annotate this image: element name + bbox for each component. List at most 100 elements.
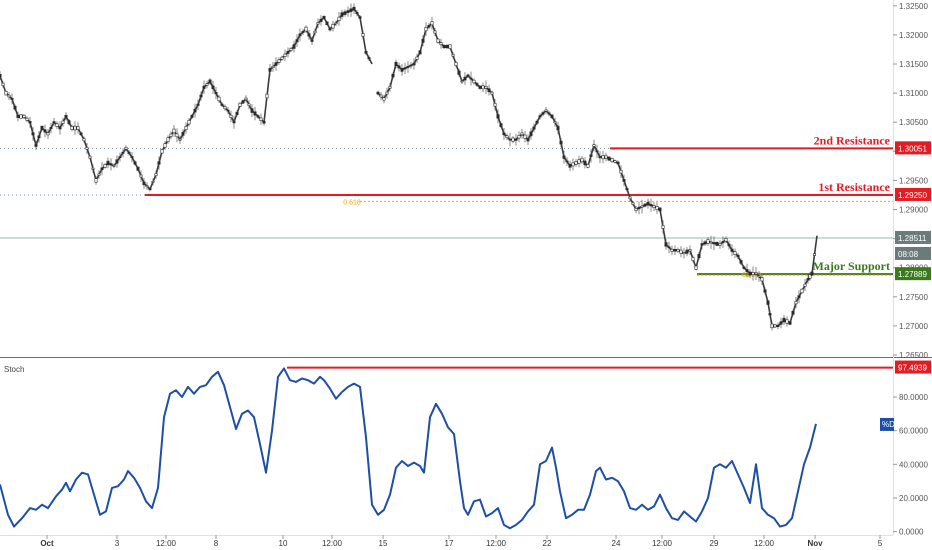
candle-body	[538, 115, 542, 118]
candle-body	[457, 70, 461, 75]
candle-body	[466, 74, 470, 77]
candle-body	[788, 321, 792, 325]
candle-body	[670, 248, 674, 252]
candle-body	[271, 65, 275, 68]
price-tick-label: 1.26500	[899, 351, 928, 360]
candle-body	[754, 272, 758, 275]
candle-body	[541, 112, 545, 115]
candle-body	[100, 167, 104, 170]
candle-body	[226, 109, 230, 112]
price-tick-label: 1.31000	[899, 89, 928, 98]
candle-body	[364, 51, 368, 54]
candle-body	[517, 135, 521, 139]
candle-body	[526, 137, 530, 142]
time-tick-label: Nov	[807, 539, 823, 548]
candle-body	[85, 147, 89, 150]
candle-body	[598, 156, 602, 159]
candle-body	[812, 253, 816, 256]
candle-body	[391, 73, 395, 78]
candle-body	[736, 254, 740, 258]
candle-body	[172, 128, 176, 134]
price-tick-label: 1.29000	[899, 206, 928, 215]
candle-body	[583, 160, 587, 166]
candle-body	[367, 57, 371, 60]
candle-body	[745, 269, 749, 273]
price-tick-label: 1.29500	[899, 176, 928, 185]
stoch-title: Stoch	[4, 365, 24, 374]
candle-body	[43, 129, 47, 133]
candle-body	[313, 30, 317, 34]
candle-body	[103, 164, 107, 168]
candle-body	[283, 53, 287, 57]
resistance-1-badge-text: 1.29250	[898, 191, 927, 200]
candle-body	[634, 208, 638, 211]
candle-body	[607, 156, 611, 161]
candle-body	[229, 114, 233, 118]
time-tick-label: 5	[878, 539, 883, 548]
candle-body	[316, 22, 320, 25]
candle-body	[448, 44, 452, 49]
candle-body	[553, 121, 557, 124]
candle-body	[193, 108, 197, 113]
candle-body	[202, 85, 206, 89]
candle-body	[739, 260, 743, 264]
candle-body	[130, 156, 134, 159]
candle-body	[322, 15, 326, 19]
candle-body	[768, 313, 772, 316]
resistance-1-badge-bg	[895, 187, 931, 201]
candle-body	[523, 134, 527, 139]
time-tick-label: 24	[612, 539, 621, 548]
candle-body	[148, 188, 152, 191]
candle-body	[782, 317, 786, 323]
price-axis-ticks: 1.32500 1.32000 1.31500 1.31000 1.30500 1.300…	[893, 2, 928, 360]
price-series	[0, 3, 818, 331]
price-tick-label: 1.27500	[899, 293, 928, 302]
candle-body	[445, 44, 449, 49]
candle-body	[397, 65, 401, 69]
candle-body	[424, 27, 428, 32]
resistance-2-label: 2nd Resistance	[814, 133, 891, 147]
candle-body	[49, 127, 53, 130]
candle-body	[169, 133, 173, 137]
candle-body	[613, 160, 617, 163]
candle-body	[106, 160, 110, 166]
candle-body	[493, 103, 497, 107]
candle-body	[439, 42, 443, 45]
candle-body	[502, 132, 506, 136]
candle-body	[154, 173, 158, 176]
candle-body	[751, 272, 755, 276]
candle-body	[82, 138, 86, 142]
candle-body	[676, 249, 680, 252]
support-badge-text: 1.27889	[898, 270, 927, 279]
candle-body	[238, 102, 242, 107]
candle-body	[97, 173, 101, 176]
candle-body	[76, 126, 80, 130]
candle-body	[682, 252, 686, 255]
candle-body	[649, 204, 653, 207]
candle-body	[520, 132, 524, 136]
candle-body	[797, 295, 801, 299]
candle-body	[803, 283, 807, 287]
candle-body	[223, 106, 227, 110]
candle-body	[262, 120, 266, 124]
candle-body	[394, 61, 398, 67]
candle-body	[652, 205, 656, 209]
candle-body	[535, 120, 539, 124]
candle-body	[631, 202, 635, 205]
candle-body	[685, 249, 689, 254]
support-label: Major Support	[813, 259, 890, 273]
candle-body	[694, 265, 698, 270]
candle-body	[295, 39, 299, 43]
candle-body	[31, 132, 35, 136]
candle-body	[733, 251, 737, 255]
candle-body	[454, 62, 458, 66]
candle-body	[776, 324, 780, 327]
candle-body	[145, 185, 149, 188]
candle-body	[214, 92, 218, 95]
time-tick-label: 12:00	[322, 539, 343, 548]
stoch-tick-label: 80.0000	[899, 393, 928, 402]
candle-body	[67, 120, 71, 125]
candle-body	[622, 179, 626, 182]
candle-body	[196, 103, 200, 106]
candle-body	[136, 166, 140, 171]
